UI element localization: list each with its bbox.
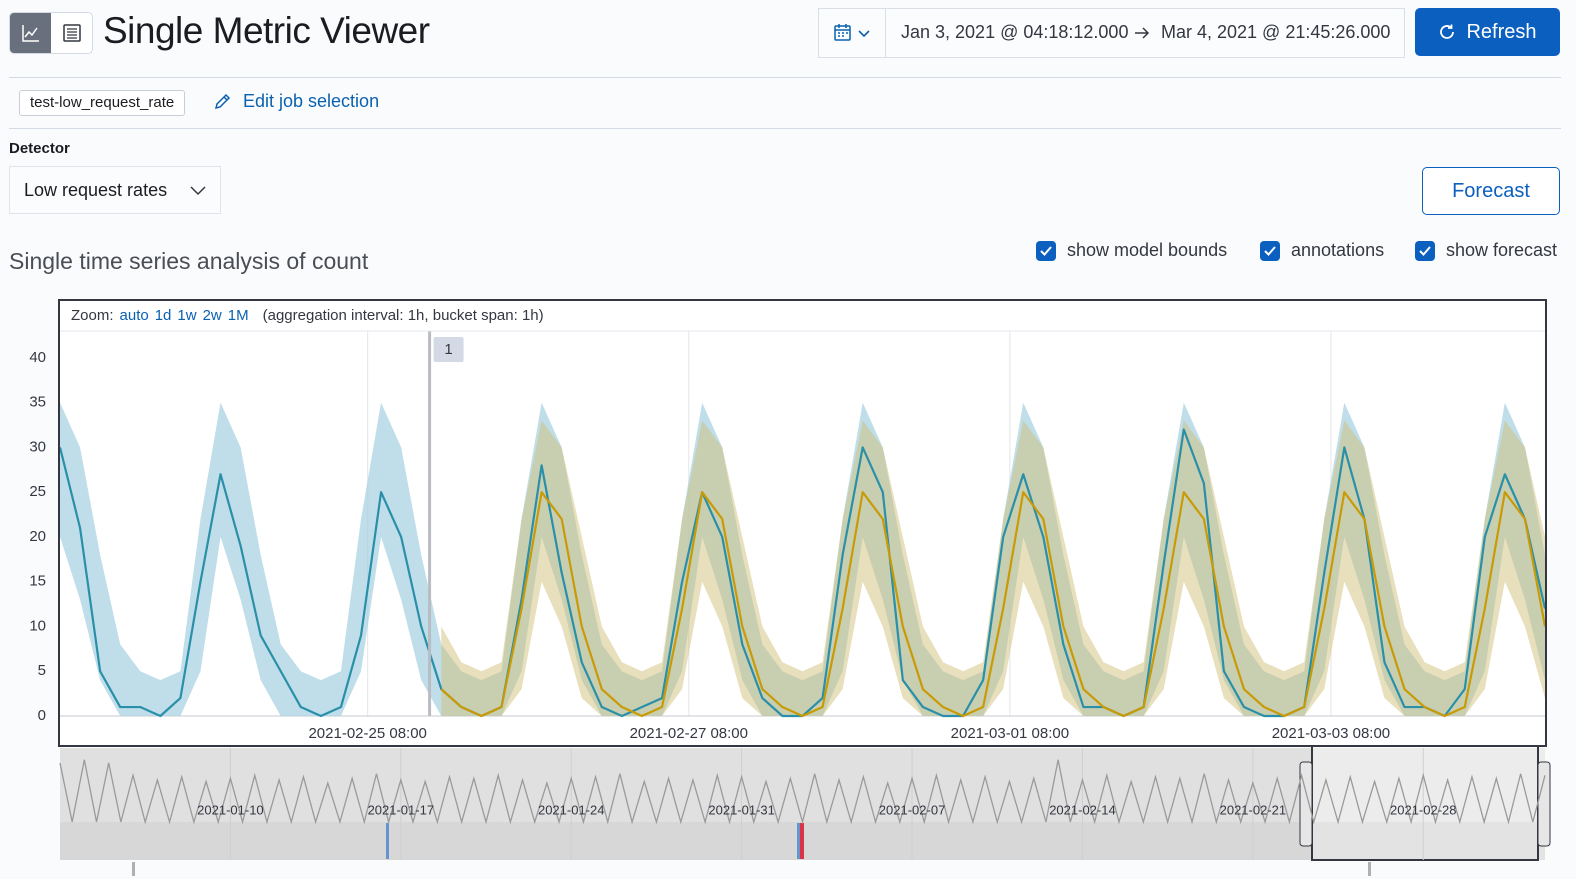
bounds-area <box>441 420 1545 716</box>
zoom-option[interactable]: 1d <box>154 307 172 324</box>
series-line <box>440 491 1547 718</box>
context-tick-label: 2021-02-14 <box>1049 802 1116 817</box>
refresh-label: Refresh <box>1466 20 1537 43</box>
context-tick-label: 2021-02-28 <box>1390 802 1457 817</box>
y-tick-label: 35 <box>29 394 46 411</box>
swimlane-anomaly[interactable] <box>386 823 389 859</box>
single-metric-view-button[interactable] <box>10 13 51 53</box>
context-tick-label: 2021-01-17 <box>368 802 435 817</box>
page-title: Single Metric Viewer <box>103 10 430 51</box>
zoom-option[interactable]: 1w <box>177 307 197 324</box>
annotation-label: 1 <box>444 341 452 358</box>
edit-job-text[interactable]: Edit job selection <box>243 91 380 111</box>
toggle[interactable]: show forecast <box>1415 240 1557 261</box>
zoom-label: Zoom: <box>71 307 114 324</box>
zoom-option[interactable]: 2w <box>202 307 222 324</box>
zoom-option[interactable]: auto <box>119 307 149 324</box>
job-tag: test-low_request_rate <box>19 90 186 116</box>
forecast-label: Forecast <box>1452 179 1530 202</box>
context-tick-label: 2021-02-21 <box>1220 802 1287 817</box>
x-tick-label: 2021-02-25 08:00 <box>308 725 426 742</box>
toggle-label: annotations <box>1291 240 1385 260</box>
checkbox[interactable] <box>1415 240 1435 261</box>
chart-frame <box>58 299 1547 747</box>
context-line <box>59 759 1546 825</box>
scroll-marker <box>132 862 135 876</box>
quick-menu-button[interactable] <box>819 9 886 57</box>
y-tick-label: 5 <box>38 662 46 679</box>
checkbox[interactable] <box>1260 240 1280 261</box>
y-tick-label: 40 <box>29 349 46 366</box>
toggle-label: show forecast <box>1446 240 1558 260</box>
toggle[interactable]: show model bounds <box>1036 240 1227 261</box>
y-tick-label: 20 <box>29 528 46 545</box>
x-tick-label: 2021-03-01 08:00 <box>951 725 1069 742</box>
edit-job-link[interactable]: Edit job selection <box>213 91 379 112</box>
toggle-label: show model bounds <box>1067 240 1228 260</box>
scroll-marker <box>1368 862 1371 876</box>
zoom-option[interactable]: 1M <box>227 307 249 324</box>
start-date[interactable]: Jan 3, 2021 @ 04:18:12.000 <box>901 22 1129 42</box>
refresh-button[interactable]: Refresh <box>1415 8 1560 56</box>
annotation-badge <box>433 337 464 362</box>
x-tick-label: 2021-02-27 08:00 <box>630 725 748 742</box>
context-tick-label: 2021-01-10 <box>197 802 264 817</box>
context-tick-label: 2021-01-31 <box>708 802 775 817</box>
detector-label: Detector <box>9 140 70 157</box>
zoom-info: (aggregation interval: 1h, bucket span: … <box>262 307 544 324</box>
context-tick-label: 2021-02-07 <box>879 802 946 817</box>
x-tick-label: 2021-03-03 08:00 <box>1272 725 1390 742</box>
y-tick-label: 25 <box>29 483 46 500</box>
zoom-controls: Zoom: auto 1d 1w 2w 1M (aggregation inte… <box>71 307 544 324</box>
brush-handle[interactable] <box>1537 761 1551 847</box>
forecast-button[interactable]: Forecast <box>1422 167 1560 215</box>
divider <box>9 128 1561 129</box>
context-tick-label: 2021-01-24 <box>538 802 605 817</box>
detector-select[interactable]: Low request rates <box>9 166 221 214</box>
anomaly-explorer-button[interactable] <box>51 13 92 53</box>
swimlane-anomaly[interactable] <box>797 823 800 859</box>
y-tick-label: 30 <box>29 438 46 455</box>
divider <box>9 77 1561 78</box>
y-tick-label: 10 <box>29 617 46 634</box>
swimlane-anomaly[interactable] <box>800 823 804 859</box>
view-switch[interactable] <box>9 12 93 54</box>
end-date[interactable]: Mar 4, 2021 @ 21:45:26.000 <box>1161 22 1391 42</box>
date-picker[interactable]: Jan 3, 2021 @ 04:18:12.000 Mar 4, 2021 @… <box>818 8 1405 58</box>
context-background <box>60 748 1545 822</box>
checkbox[interactable] <box>1036 240 1056 261</box>
detector-value: Low request rates <box>24 180 168 200</box>
y-tick-label: 15 <box>29 573 46 590</box>
chart-subtitle: Single time series analysis of count <box>9 248 369 274</box>
toggle[interactable]: annotations <box>1260 240 1384 261</box>
y-tick-label: 0 <box>38 707 46 724</box>
